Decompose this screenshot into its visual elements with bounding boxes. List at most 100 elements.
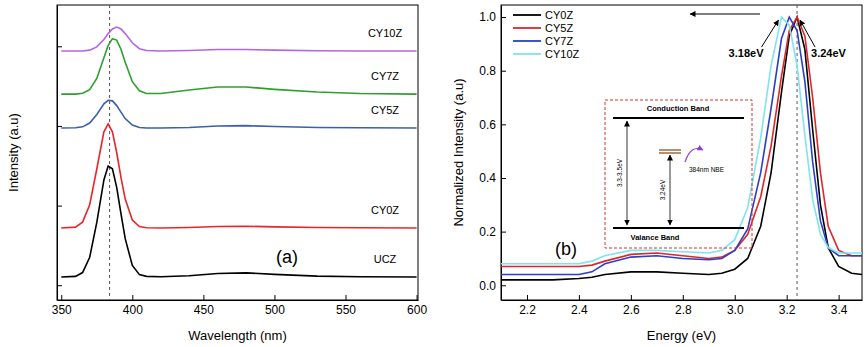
y-tick-mark: [501, 285, 506, 286]
legend-label: CY7Z: [545, 35, 573, 47]
plot-area: [61, 5, 416, 300]
x-tick-mark: [527, 295, 528, 300]
x-tick-mark: [346, 295, 347, 300]
y-tick: 0.8: [479, 64, 506, 78]
annotation-label: 3.24eV: [811, 47, 847, 59]
legend-label: CY0Z: [545, 9, 573, 21]
x-axis: 350400450500550600: [52, 295, 428, 317]
y-tick: [57, 46, 62, 47]
series-line: [61, 124, 416, 228]
x-tick-mark: [631, 295, 632, 300]
y-tick-mark: [57, 206, 62, 207]
reference-line: [797, 5, 798, 300]
x-tick-label: 600: [407, 303, 427, 317]
inset-label: Valance Band: [631, 233, 680, 242]
x-tick: 3.2: [779, 295, 796, 317]
x-tick: 2.6: [623, 295, 640, 317]
series-label: CY5Z: [371, 104, 399, 116]
y-tick-label: 0.6: [479, 118, 496, 132]
y-tick: [57, 126, 62, 127]
defect-level: [659, 152, 681, 153]
x-tick-label: 500: [265, 303, 285, 317]
x-tick: 2.8: [675, 295, 692, 317]
x-axis-line: [502, 300, 863, 301]
inset-diagram: Conduction Band Valance Band 3.3-3.5eV 3.24…: [605, 100, 752, 248]
emission-arrow: [685, 149, 703, 163]
y-axis-line: [501, 6, 502, 301]
x-tick-mark: [787, 295, 788, 300]
x-tick-mark: [417, 295, 418, 300]
legend-label: CY10Z: [545, 48, 580, 60]
reference-line: [109, 5, 110, 300]
series-label: UCZ: [374, 253, 397, 265]
y-tick: 0.6: [479, 118, 506, 132]
series-line: [61, 39, 416, 94]
inset-label: Conduction Band: [647, 104, 710, 113]
y-tick: 1.0: [479, 10, 506, 24]
x-axis: 2.2 2.4 2.6 2.8 3.0 3.2 3.4: [502, 295, 863, 317]
x-tick: 600: [407, 295, 427, 317]
x-tick: 400: [123, 295, 143, 317]
band-line: [613, 227, 744, 229]
band-line: [613, 117, 744, 119]
series-label: CY7Z: [371, 70, 399, 82]
shift-arrow: [690, 13, 760, 14]
y-axis: [57, 6, 62, 301]
y-tick-mark: [501, 17, 506, 18]
plot-area: [501, 5, 862, 300]
y-tick: 0.0: [479, 279, 506, 293]
series-line: [501, 17, 862, 266]
series-line: [61, 27, 416, 51]
x-tick-label: 400: [123, 303, 143, 317]
panel: 2.2 2.4 2.6 2.8 3.0 3.2 3.4 0.0 0.2 0.4 0.6 0.8 1.0 (…: [479, 5, 862, 317]
x-tick-label: 3.4: [831, 303, 848, 317]
y-axis-title: Intensity (a.u): [6, 113, 21, 192]
defect-level: [659, 149, 681, 150]
y-tick: [57, 206, 62, 207]
y-axis-title: Normalized Intensity (a.u): [451, 78, 466, 226]
y-tick-label: 0.8: [479, 64, 496, 78]
y-tick-mark: [501, 232, 506, 233]
series-line: [501, 17, 862, 280]
legend-swatch: [513, 14, 541, 16]
y-tick-label: 0.4: [479, 171, 496, 185]
inset-label: 3.24eV: [659, 179, 666, 200]
x-tick-label: 2.8: [675, 303, 692, 317]
series-label: CY0Z: [371, 204, 399, 216]
x-tick: 550: [336, 295, 356, 317]
x-tick-label: 3.0: [727, 303, 744, 317]
x-tick: 3.0: [727, 295, 744, 317]
panel: 350400450500550600(a)UCZCY0ZCY5ZCY7ZCY10…: [52, 5, 428, 317]
y-axis: 0.0 0.2 0.4 0.6 0.8 1.0: [479, 6, 506, 301]
x-tick-label: 550: [336, 303, 356, 317]
y-tick-mark: [57, 285, 62, 286]
y-tick-mark: [501, 71, 506, 72]
x-tick: 3.4: [831, 295, 848, 317]
x-tick: 2.4: [571, 295, 588, 317]
x-axis-title: Energy (eV): [647, 328, 716, 343]
y-tick: [57, 285, 62, 286]
x-tick-label: 2.2: [519, 303, 536, 317]
legend: CY0ZCY5ZCY7ZCY10Z: [513, 9, 580, 60]
legend-swatch: [513, 53, 541, 55]
x-tick-mark: [61, 295, 62, 300]
series-line: [61, 166, 416, 277]
level-arrow: [670, 155, 671, 225]
legend-swatch: [513, 40, 541, 42]
y-tick-label: 1.0: [479, 10, 496, 24]
y-tick: 0.4: [479, 171, 506, 185]
x-tick-mark: [274, 295, 275, 300]
annotation-label: 3.18eV: [729, 47, 765, 59]
x-tick-label: 350: [52, 303, 72, 317]
y-tick: 0.2: [479, 225, 506, 239]
x-tick: 350: [52, 295, 72, 317]
x-tick-mark: [735, 295, 736, 300]
plot-frame: [501, 5, 862, 300]
x-tick-mark: [579, 295, 580, 300]
annotation-arrow: [800, 20, 815, 47]
y-tick-mark: [501, 124, 506, 125]
x-tick-mark: [683, 295, 684, 300]
panel-title: (a): [276, 247, 298, 267]
panel-title: (b): [555, 239, 577, 259]
inset-label: 3.3-3.5eV: [616, 158, 623, 187]
